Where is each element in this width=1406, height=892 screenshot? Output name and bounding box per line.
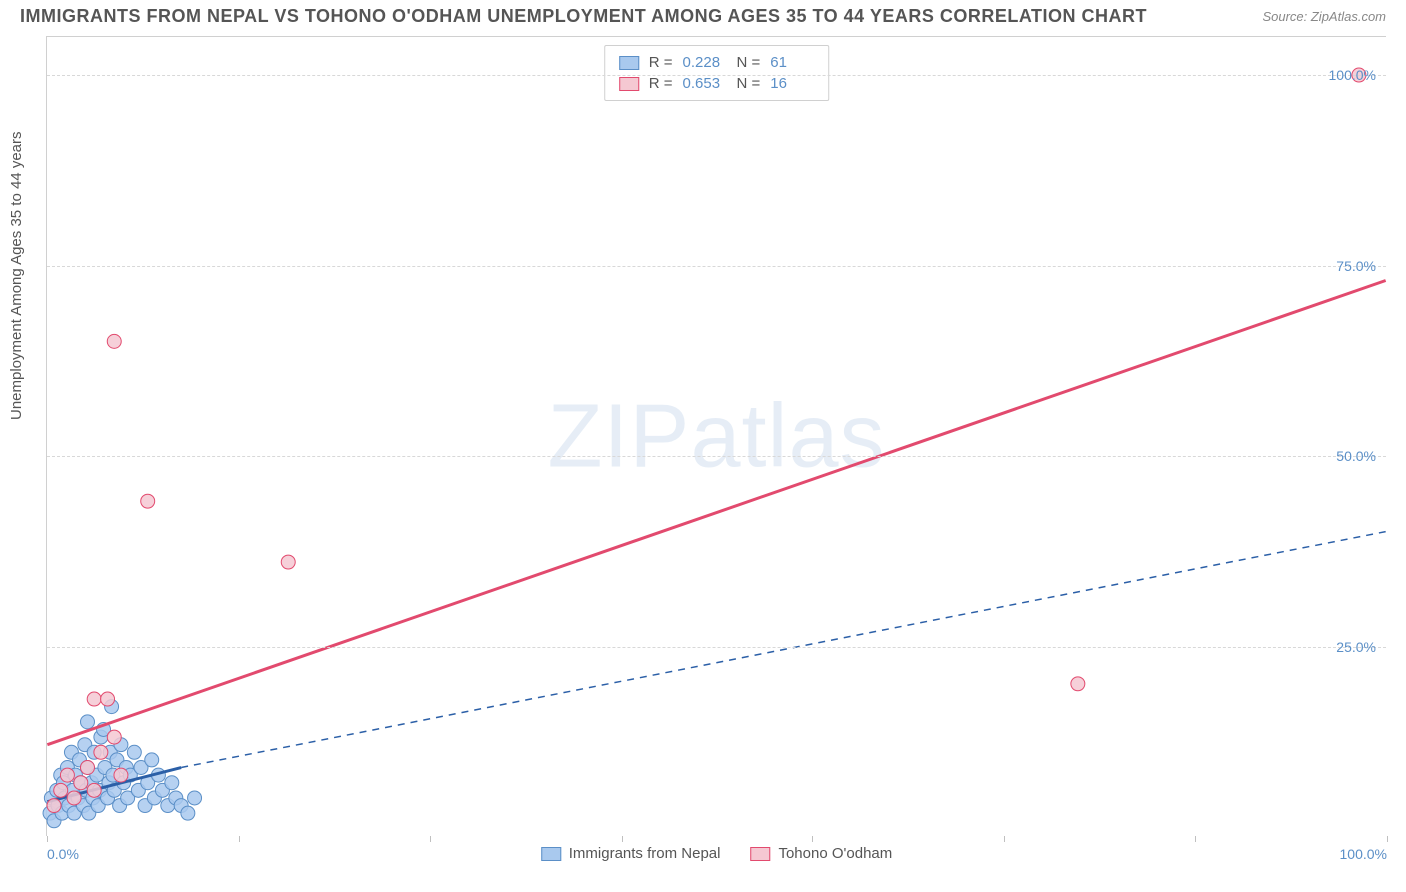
x-tick xyxy=(47,836,48,842)
tohono-point xyxy=(94,745,108,759)
tohono-point xyxy=(47,799,61,813)
tohono-point xyxy=(1071,677,1085,691)
tohono-point xyxy=(107,730,121,744)
n-label: N = xyxy=(737,54,761,71)
x-tick xyxy=(812,836,813,842)
nepal-point xyxy=(127,745,141,759)
x-tick xyxy=(1004,836,1005,842)
tohono-point xyxy=(60,768,74,782)
legend-item-nepal: Immigrants from Nepal xyxy=(541,845,721,862)
y-axis-label: Unemployment Among Ages 35 to 44 years xyxy=(8,131,25,420)
legend-item-tohono: Tohono O'odham xyxy=(750,845,892,862)
x-tick-label: 100.0% xyxy=(1340,846,1387,862)
tohono-point xyxy=(281,555,295,569)
gridline xyxy=(47,266,1386,267)
tohono-point xyxy=(141,494,155,508)
gridline xyxy=(47,647,1386,648)
x-tick xyxy=(1387,836,1388,842)
x-tick xyxy=(1195,836,1196,842)
x-tick xyxy=(239,836,240,842)
x-tick xyxy=(622,836,623,842)
source-attribution: Source: ZipAtlas.com xyxy=(1262,9,1386,24)
tohono-regression-line xyxy=(47,281,1385,745)
swatch-nepal xyxy=(541,847,561,861)
r-value-tohono: 0.653 xyxy=(683,75,727,92)
swatch-tohono xyxy=(619,77,639,91)
tohono-point xyxy=(87,783,101,797)
tohono-point xyxy=(54,783,68,797)
nepal-point xyxy=(181,806,195,820)
n-value-nepal: 61 xyxy=(770,54,814,71)
tohono-point xyxy=(80,761,94,775)
x-tick-label: 0.0% xyxy=(47,846,79,862)
y-tick-label: 75.0% xyxy=(1336,258,1376,274)
r-value-nepal: 0.228 xyxy=(683,54,727,71)
gridline xyxy=(47,75,1386,76)
x-tick xyxy=(430,836,431,842)
n-value-tohono: 16 xyxy=(770,75,814,92)
tohono-point xyxy=(87,692,101,706)
series-legend: Immigrants from Nepal Tohono O'odham xyxy=(541,845,893,862)
nepal-point xyxy=(80,715,94,729)
tohono-point xyxy=(74,776,88,790)
legend-row-nepal: R = 0.228 N = 61 xyxy=(619,52,815,73)
correlation-legend: R = 0.228 N = 61 R = 0.653 N = 16 xyxy=(604,45,830,101)
nepal-point xyxy=(165,776,179,790)
legend-label-nepal: Immigrants from Nepal xyxy=(569,845,721,862)
swatch-tohono xyxy=(750,847,770,861)
tohono-point xyxy=(114,768,128,782)
swatch-nepal xyxy=(619,56,639,70)
tohono-point xyxy=(101,692,115,706)
r-label: R = xyxy=(649,75,673,92)
legend-row-tohono: R = 0.653 N = 16 xyxy=(619,73,815,94)
tohono-point xyxy=(107,334,121,348)
y-tick-label: 100.0% xyxy=(1329,67,1376,83)
scatter-plot-svg xyxy=(47,37,1386,836)
legend-label-tohono: Tohono O'odham xyxy=(778,845,892,862)
gridline xyxy=(47,456,1386,457)
chart-title: IMMIGRANTS FROM NEPAL VS TOHONO O'ODHAM … xyxy=(20,6,1147,27)
chart-plot-area: ZIPatlas R = 0.228 N = 61 R = 0.653 N = … xyxy=(46,36,1386,836)
nepal-extrapolation-line xyxy=(181,532,1385,768)
nepal-point xyxy=(145,753,159,767)
nepal-point xyxy=(188,791,202,805)
r-label: R = xyxy=(649,54,673,71)
n-label: N = xyxy=(737,75,761,92)
y-tick-label: 25.0% xyxy=(1336,639,1376,655)
tohono-point xyxy=(67,791,81,805)
y-tick-label: 50.0% xyxy=(1336,448,1376,464)
